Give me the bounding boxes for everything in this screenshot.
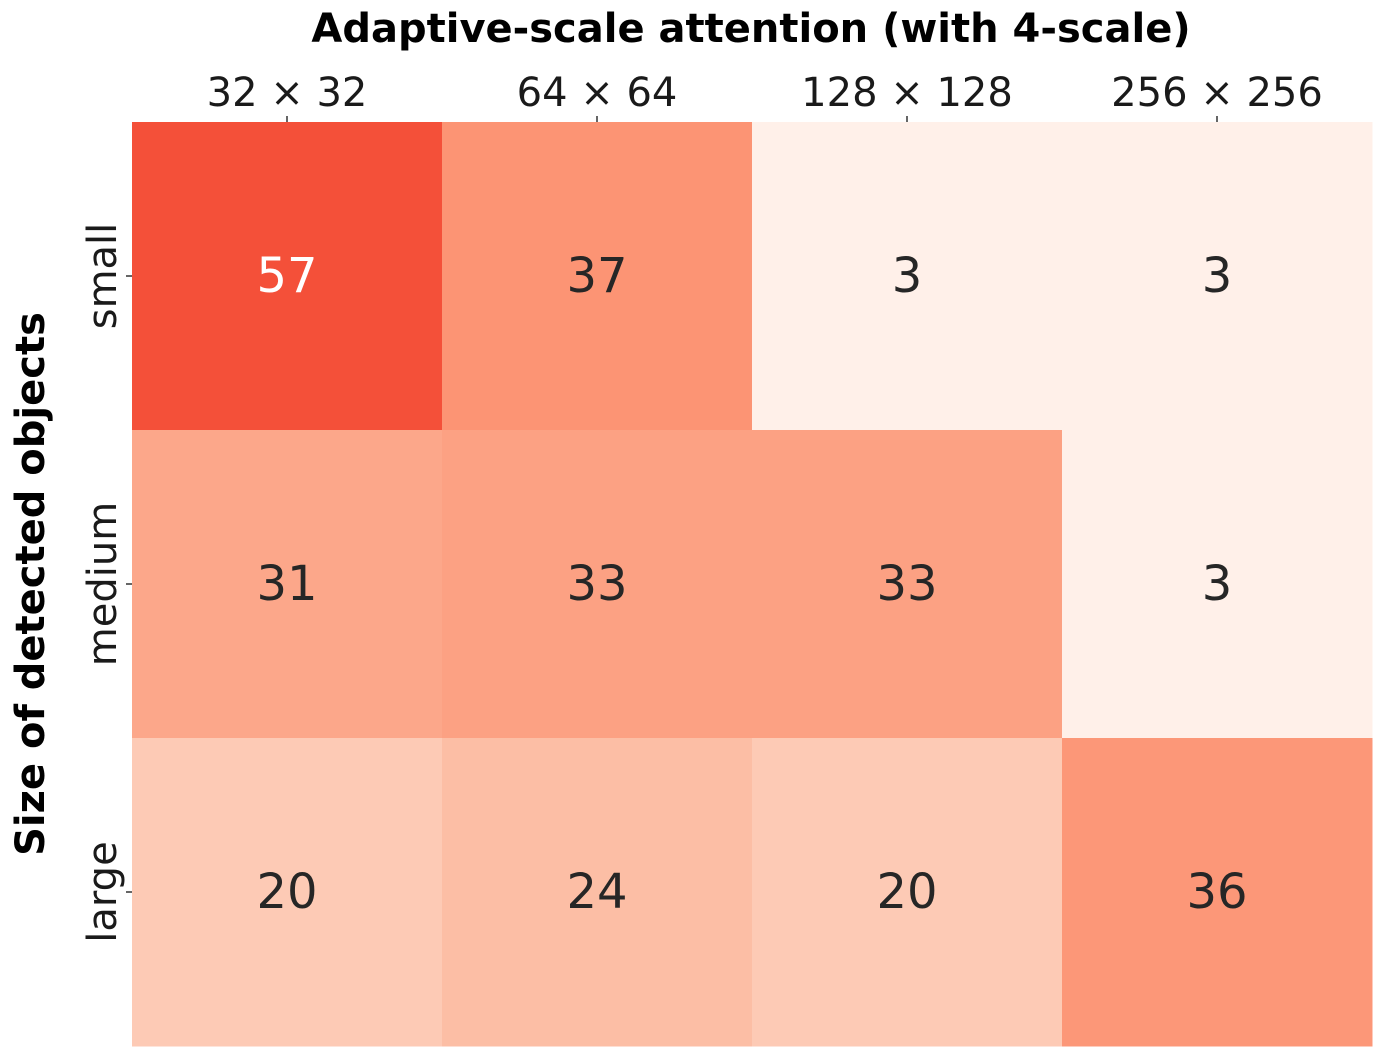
heatmap-cells: 57 37 3 331 33 33 320 24 20 36	[132, 122, 1373, 1047]
cell-value-label: 37	[566, 248, 627, 304]
x-tick-label: 64 × 64	[517, 70, 678, 116]
cell-value-label: 33	[566, 556, 627, 612]
heatmap-cell-medium-4	[1062, 430, 1373, 739]
heatmap-cell-large-3	[752, 738, 1063, 1047]
chart-title: Adaptive-scale attention (with 4-scale)	[311, 6, 1190, 52]
y-axis-ticks: small medium large	[80, 223, 132, 943]
heatmap-cell-medium-1	[132, 430, 443, 739]
x-tick-label: 128 × 128	[801, 70, 1013, 116]
y-axis-label: Size of detected objects	[8, 312, 54, 856]
cell-value-label: 24	[566, 864, 627, 920]
y-tick-label: large	[80, 841, 126, 942]
heatmap-cell-large-1	[132, 738, 443, 1047]
heatmap-cell-large-4	[1062, 738, 1373, 1047]
heatmap-cell-medium-2	[442, 430, 753, 739]
cell-value-label: 3	[892, 248, 923, 304]
heatmap-cell-small-4	[1062, 122, 1373, 431]
x-axis-ticks: 32 × 32 64 × 64 128 × 128 256 × 256	[207, 70, 1323, 122]
y-tick-label: medium	[80, 502, 126, 666]
x-tick-label: 256 × 256	[1111, 70, 1323, 116]
cell-value-label: 20	[256, 864, 317, 920]
heatmap-cell-large-2	[442, 738, 753, 1047]
heatmap-cell-small-2	[442, 122, 753, 431]
x-tick-label: 32 × 32	[207, 70, 368, 116]
heatmap-cell-medium-3	[752, 430, 1063, 739]
cell-value-label: 36	[1186, 864, 1247, 920]
cell-value-label: 3	[1202, 556, 1233, 612]
y-tick-label: small	[80, 223, 126, 330]
cell-value-label: 57	[256, 248, 317, 304]
heatmap-cell-small-1	[132, 122, 443, 431]
cell-value-label: 33	[876, 556, 937, 612]
cell-value-label: 20	[876, 864, 937, 920]
heatmap-cell-small-3	[752, 122, 1063, 431]
cell-value-label: 3	[1202, 248, 1233, 304]
cell-value-label: 31	[256, 556, 317, 612]
